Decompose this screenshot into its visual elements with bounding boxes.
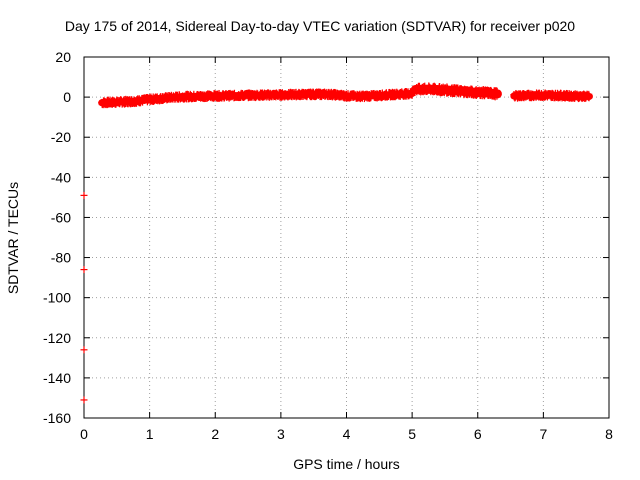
plot-frame xyxy=(83,56,610,419)
y-axis-label: SDTVAR / TECUs xyxy=(5,181,21,295)
y-tick-label: -100 xyxy=(43,290,71,306)
x-tick-label: 8 xyxy=(605,426,613,442)
y-tick-label: -140 xyxy=(43,370,71,386)
y-tick-label: 20 xyxy=(55,49,71,65)
x-tick-label: 4 xyxy=(343,426,351,442)
y-tick-label: -20 xyxy=(51,129,71,145)
chart-title: Day 175 of 2014, Sidereal Day-to-day VTE… xyxy=(64,18,576,34)
x-tick-label: 5 xyxy=(408,426,416,442)
x-tick-label: 0 xyxy=(80,426,88,442)
y-tick-label: 0 xyxy=(63,89,71,105)
y-tick-label: -80 xyxy=(51,250,71,266)
x-tick-label: 7 xyxy=(539,426,547,442)
x-axis-label: GPS time / hours xyxy=(293,456,400,472)
y-tick-label: -160 xyxy=(43,410,71,426)
x-tick-label: 2 xyxy=(211,426,219,442)
y-tick-label: -120 xyxy=(43,330,71,346)
y-tick-label: -60 xyxy=(51,209,71,225)
x-tick-label: 3 xyxy=(277,426,285,442)
x-tick-label: 6 xyxy=(474,426,482,442)
x-tick-label: 1 xyxy=(146,426,154,442)
y-tick-label: -40 xyxy=(51,169,71,185)
